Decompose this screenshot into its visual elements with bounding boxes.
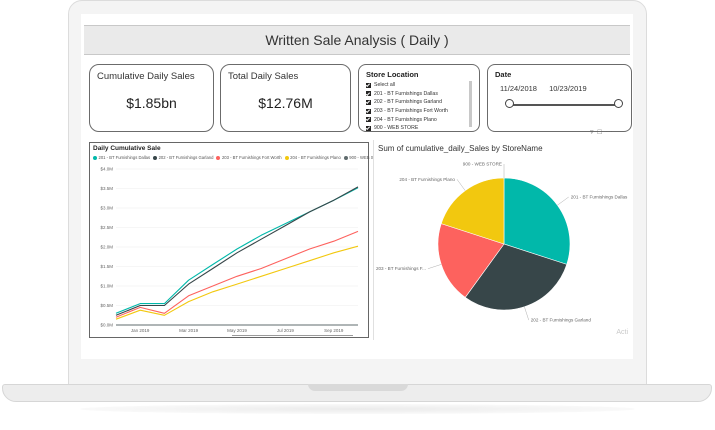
leader-line — [557, 196, 569, 206]
slicer-title: Store Location — [366, 70, 419, 79]
legend-label: 203 - BT Furnishings Fort Worth — [221, 155, 282, 160]
slicer-scrollbar[interactable] — [469, 81, 472, 127]
slicer-item[interactable]: Select all — [366, 81, 472, 90]
legend-item[interactable]: 201 - BT Furnishings Dallas — [93, 155, 150, 160]
slicer-item[interactable]: 203 - BT Furnishings Fort Worth — [366, 107, 472, 116]
filter-icon[interactable]: ▿ — [590, 129, 595, 136]
series-line[interactable] — [115, 230, 359, 318]
checkbox-checked-icon[interactable] — [366, 108, 371, 114]
legend-label: 202 - BT Furnishings Garland — [158, 155, 214, 160]
slicer-item[interactable]: 202 - BT Furnishings Garland — [366, 98, 472, 107]
legend-dot-icon — [284, 155, 289, 160]
legend-item[interactable]: 203 - BT Furnishings Fort Worth — [216, 155, 282, 160]
legend-dot-icon — [343, 155, 348, 160]
focus-mode-icon[interactable]: □ — [597, 129, 603, 136]
legend-label: 201 - BT Furnishings Dallas — [98, 155, 151, 160]
kpi-card-cumulative[interactable]: Cumulative Daily Sales $1.85bn — [89, 64, 214, 132]
slicer-item-label: 900 - WEB STORE — [374, 125, 419, 132]
legend-item[interactable]: 202 - BT Furnishings Garland — [153, 155, 213, 160]
slice-label: 900 - WEB STORE — [463, 162, 502, 167]
slicer-title: Date — [495, 70, 512, 79]
date-slicer[interactable]: Date 11/24/2018 10/23/2019 — [487, 64, 632, 132]
visual-header-toolbar: ▿ □ ⋯ — [590, 128, 614, 136]
dashboard-screen: Written Sale Analysis ( Daily ) Cumulati… — [81, 14, 633, 359]
leader-line — [456, 179, 466, 191]
x-tick-label: Jul 2019 — [277, 328, 295, 333]
date-range-end-handle[interactable] — [614, 99, 623, 108]
y-tick-label: $2.0M — [100, 245, 113, 250]
slicer-item-label: 203 - BT Furnishings Fort Worth — [374, 108, 448, 115]
leader-line — [427, 264, 442, 269]
checkbox-checked-icon[interactable] — [366, 125, 371, 131]
y-tick-label: $0.5M — [100, 303, 113, 308]
chart-title: Sum of cumulative_daily_Sales by StoreNa… — [378, 144, 543, 153]
legend-dot-icon — [93, 155, 97, 160]
report-title: Written Sale Analysis ( Daily ) — [84, 25, 630, 55]
slicer-item-label: Select all — [374, 82, 396, 89]
series-line[interactable] — [115, 186, 359, 316]
kpi-label: Total Daily Sales — [228, 71, 299, 82]
kpi-label: Cumulative Daily Sales — [97, 71, 195, 82]
slicer-item-label: 201 - BT Furnishings Dallas — [374, 90, 438, 97]
slicer-item-label: 204 - BT Furnishings Plano — [374, 116, 437, 123]
chart-legend: 201 - BT Furnishings Dallas 202 - BT Furn… — [93, 155, 388, 160]
y-tick-label: $2.5M — [100, 225, 113, 230]
legend-item[interactable]: 900 - WEB STORE — [343, 155, 386, 160]
y-tick-label: $3.5M — [100, 186, 113, 191]
store-location-slicer[interactable]: Store Location Select all 201 - BT Furnis… — [358, 64, 480, 132]
checkbox-checked-icon[interactable] — [366, 99, 371, 105]
slice-label: 203 - BT Furnishings F... — [376, 266, 426, 271]
legend-item[interactable]: 204 - BT Furnishings Plano — [284, 155, 341, 160]
slice-label: 201 - BT Furnishings Dallas — [571, 194, 628, 199]
activate-watermark: Acti — [616, 329, 628, 336]
slicer-item[interactable]: 900 - WEB STORE — [366, 124, 472, 133]
checkbox-checked-icon[interactable] — [366, 117, 371, 123]
date-range-start-handle[interactable] — [505, 99, 514, 108]
y-tick-label: $0.0M — [100, 323, 113, 328]
chart-scrollbar[interactable] — [232, 335, 353, 336]
pie-slice[interactable] — [503, 177, 571, 265]
x-tick-label: May 2019 — [227, 328, 247, 333]
kpi-value: $1.85bn — [126, 95, 177, 111]
date-end[interactable]: 10/23/2019 — [549, 84, 587, 93]
pie-chart-svg: 201 - BT Furnishings Dallas 202 - BT Furn… — [376, 162, 628, 323]
kpi-card-total[interactable]: Total Daily Sales $12.76M — [220, 64, 351, 132]
date-start[interactable]: 11/24/2018 — [500, 84, 537, 93]
legend-label: 204 - BT Furnishings Plano — [290, 155, 341, 160]
pie-slice[interactable] — [437, 223, 505, 298]
leader-line — [524, 306, 529, 321]
checkbox-checked-icon[interactable] — [366, 91, 371, 97]
x-tick-label: Jan 2019 — [131, 328, 150, 333]
line-chart-visual[interactable]: Daily Cumulative Sale 201 - BT Furnishin… — [89, 142, 385, 338]
y-tick-label: $1.5M — [100, 264, 113, 269]
slicer-list: Select all 201 - BT Furnishings Dallas 202… — [366, 81, 472, 133]
slice-label: 204 - BT Furnishings Plano — [399, 177, 455, 182]
date-range-values: 11/24/2018 10/23/2019 — [500, 84, 597, 93]
line-chart-svg: $0.0M $0.5M $1.0M $1.5M $2.0M $2.5M $3.0M $3.5M… — [100, 167, 359, 336]
x-tick-label: Sep 2019 — [324, 328, 344, 333]
slicer-item-label: 202 - BT Furnishings Garland — [374, 99, 442, 106]
x-tick-label: Mar 2019 — [179, 328, 199, 333]
date-range-track[interactable] — [508, 104, 618, 106]
kpi-value: $12.76M — [258, 95, 313, 111]
legend-label: 900 - WEB STORE — [349, 155, 386, 160]
pie-slice[interactable] — [464, 243, 568, 311]
y-tick-label: $1.0M — [100, 284, 113, 289]
pie-slice[interactable] — [440, 177, 505, 245]
legend-dot-icon — [216, 155, 221, 160]
pie-chart-visual[interactable]: Sum of cumulative_daily_Sales by StoreNa… — [373, 140, 631, 340]
laptop-shadow — [80, 404, 635, 414]
series-line[interactable] — [115, 245, 359, 320]
y-tick-label: $4.0M — [100, 167, 113, 172]
slice-label: 202 - BT Furnishings Garland — [531, 318, 592, 323]
chart-title: Daily Cumulative Sale — [93, 145, 161, 152]
legend-dot-icon — [153, 155, 158, 160]
slicer-item[interactable]: 204 - BT Furnishings Plano — [366, 115, 472, 124]
more-options-icon[interactable]: ⋯ — [605, 129, 614, 136]
slicer-item[interactable]: 201 - BT Furnishings Dallas — [366, 90, 472, 99]
laptop-notch — [308, 384, 408, 391]
checkbox-checked-icon[interactable] — [366, 82, 371, 88]
y-tick-label: $3.0M — [100, 206, 113, 211]
